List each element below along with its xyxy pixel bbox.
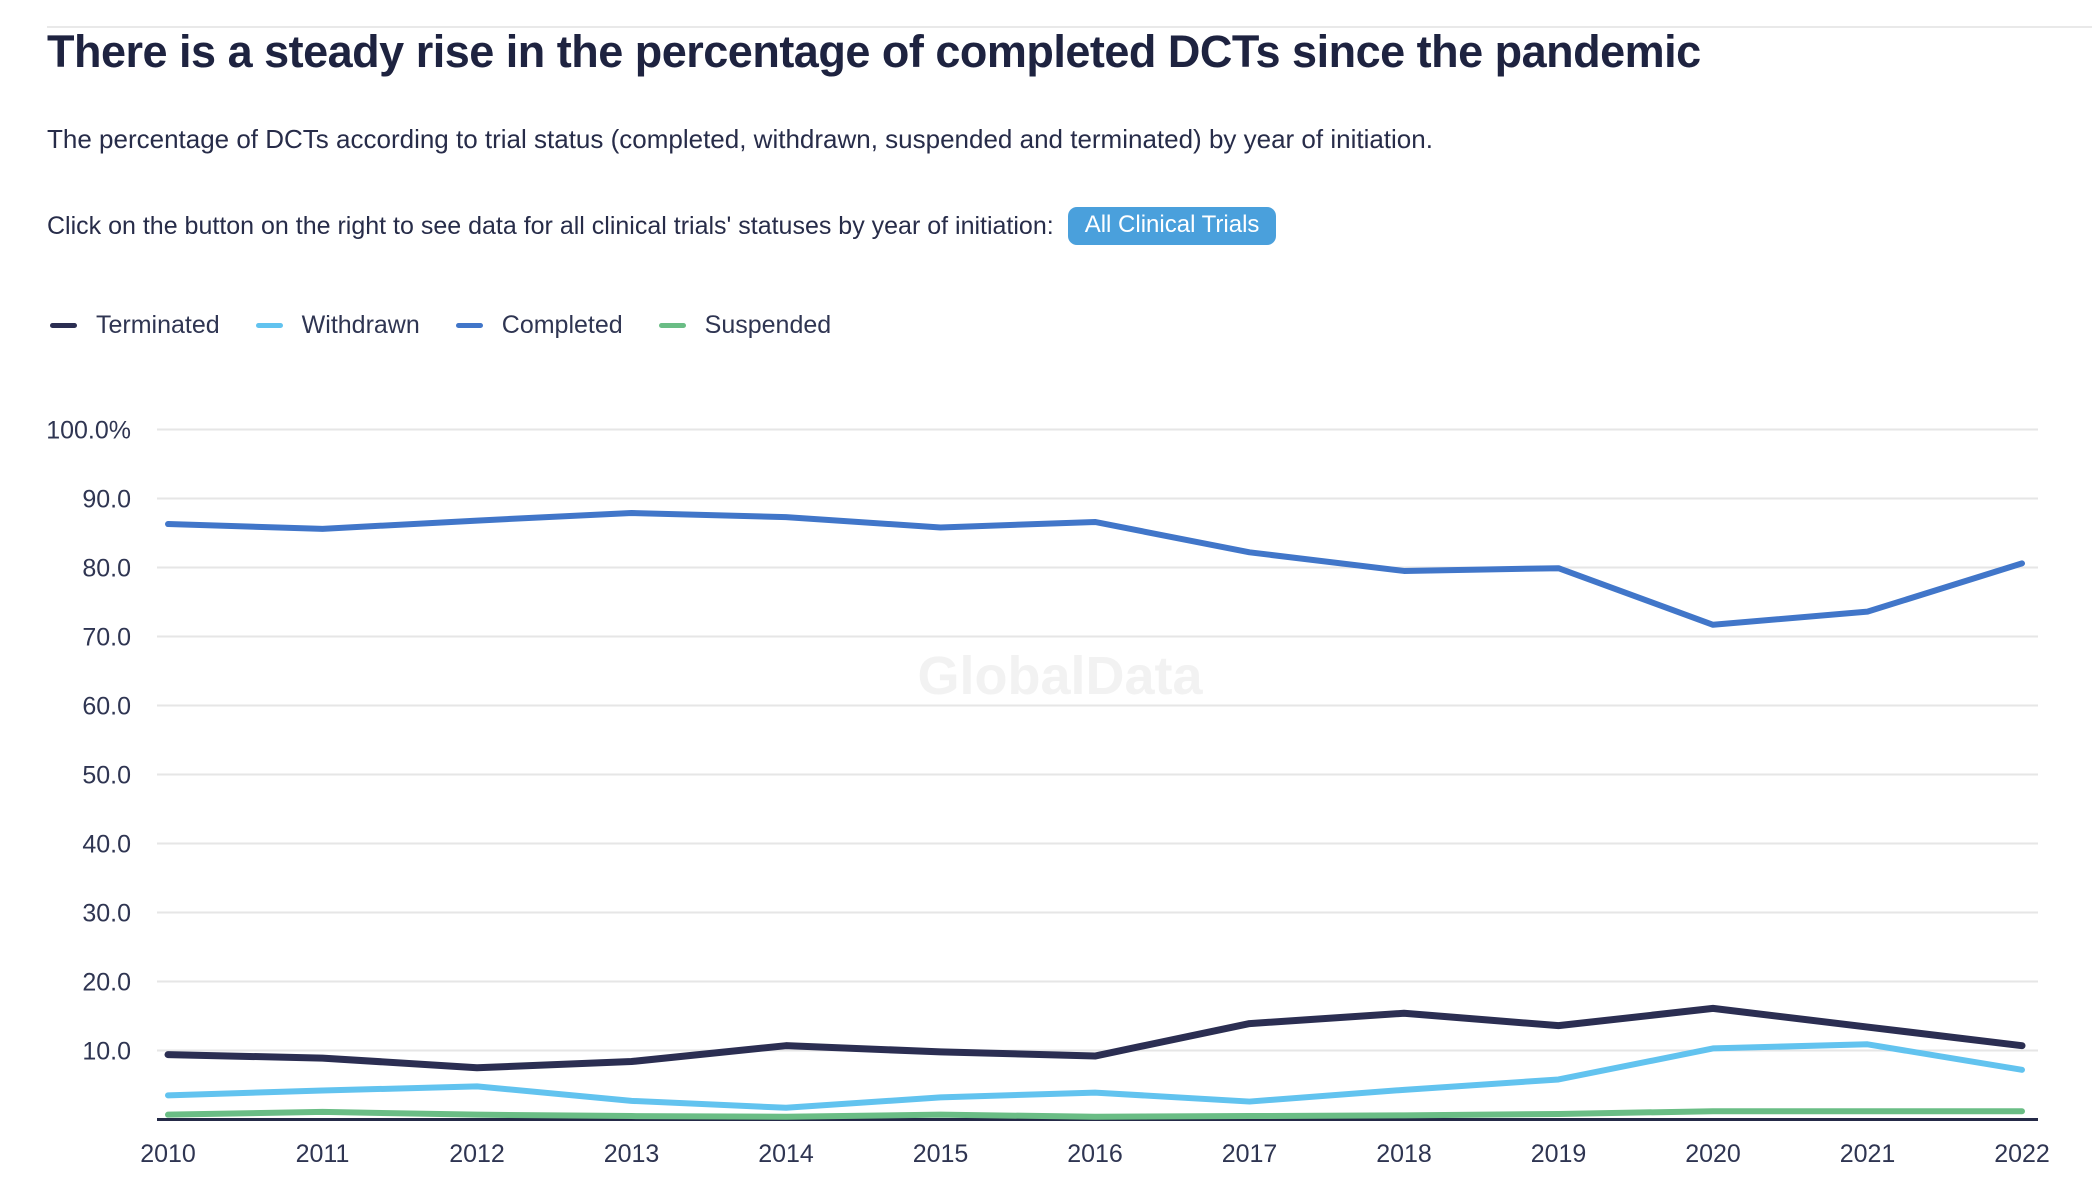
- x-axis-tick-label: 2014: [758, 1140, 814, 1168]
- legend-label: Suspended: [704, 311, 832, 340]
- y-axis-tick-label: 70.0: [82, 624, 131, 652]
- legend-item-completed[interactable]: Completed: [455, 311, 623, 340]
- withdrawn-dash-icon: [255, 323, 283, 329]
- chart-card: There is a steady rise in the percentage…: [0, 26, 2092, 340]
- all-clinical-trials-button[interactable]: All Clinical Trials: [1067, 207, 1277, 246]
- y-axis-tick-label: 20.0: [82, 969, 131, 997]
- x-axis-tick-label: 2020: [1685, 1140, 1741, 1168]
- chart-legend: Terminated Withdrawn Completed Suspended: [50, 311, 2092, 340]
- y-axis-tick-label: 10.0: [82, 1038, 131, 1066]
- y-axis-tick-label: 90.0: [82, 486, 131, 514]
- x-axis-tick-label: 2010: [140, 1140, 196, 1168]
- y-axis-tick-label: 50.0: [82, 762, 131, 790]
- y-axis-tick-label: 30.0: [82, 900, 131, 928]
- x-axis-tick-label: 2016: [1067, 1140, 1123, 1168]
- series-line-terminated: [164, 1004, 2026, 1072]
- x-axis-tick-label: 2011: [296, 1140, 350, 1168]
- legend-item-terminated[interactable]: Terminated: [50, 311, 220, 340]
- cta-row: Click on the button on the right to see …: [47, 207, 2092, 246]
- card-top-border: [47, 26, 2092, 28]
- legend-label: Completed: [501, 311, 623, 340]
- x-axis-tick-label: 2022: [1994, 1140, 2050, 1168]
- x-axis-tick-label: 2015: [913, 1140, 969, 1168]
- page-subtitle: The percentage of DCTs according to tria…: [47, 124, 1433, 154]
- y-axis-tick-label: 40.0: [82, 831, 131, 859]
- y-axis-tick-label: 80.0: [82, 555, 131, 583]
- legend-item-withdrawn[interactable]: Withdrawn: [255, 311, 420, 340]
- x-axis-tick-label: 2012: [449, 1140, 505, 1168]
- legend-label: Withdrawn: [301, 311, 420, 340]
- globaldata-watermark: GlobalData: [917, 646, 1203, 706]
- series-line-completed: [165, 509, 2025, 628]
- page-title: There is a steady rise in the percentage…: [47, 26, 1701, 77]
- x-axis-tick-label: 2018: [1376, 1140, 1432, 1168]
- legend-label: Terminated: [96, 311, 220, 340]
- x-axis-tick-label: 2013: [604, 1140, 660, 1168]
- series-line-suspended: [165, 1108, 2025, 1120]
- legend-item-suspended[interactable]: Suspended: [658, 311, 832, 340]
- x-axis-tick-label: 2017: [1222, 1140, 1278, 1168]
- y-axis-tick-label: 100.0%: [46, 417, 131, 445]
- suspended-dash-icon: [658, 323, 686, 329]
- completed-dash-icon: [455, 323, 483, 329]
- cta-text: Click on the button on the right to see …: [47, 211, 1054, 240]
- x-axis-tick-label: 2021: [1840, 1140, 1896, 1168]
- y-axis-tick-label: 60.0: [82, 693, 131, 721]
- series-line-withdrawn: [165, 1041, 2025, 1111]
- x-axis-tick-label: 2019: [1531, 1140, 1587, 1168]
- terminated-dash-icon: [50, 323, 77, 329]
